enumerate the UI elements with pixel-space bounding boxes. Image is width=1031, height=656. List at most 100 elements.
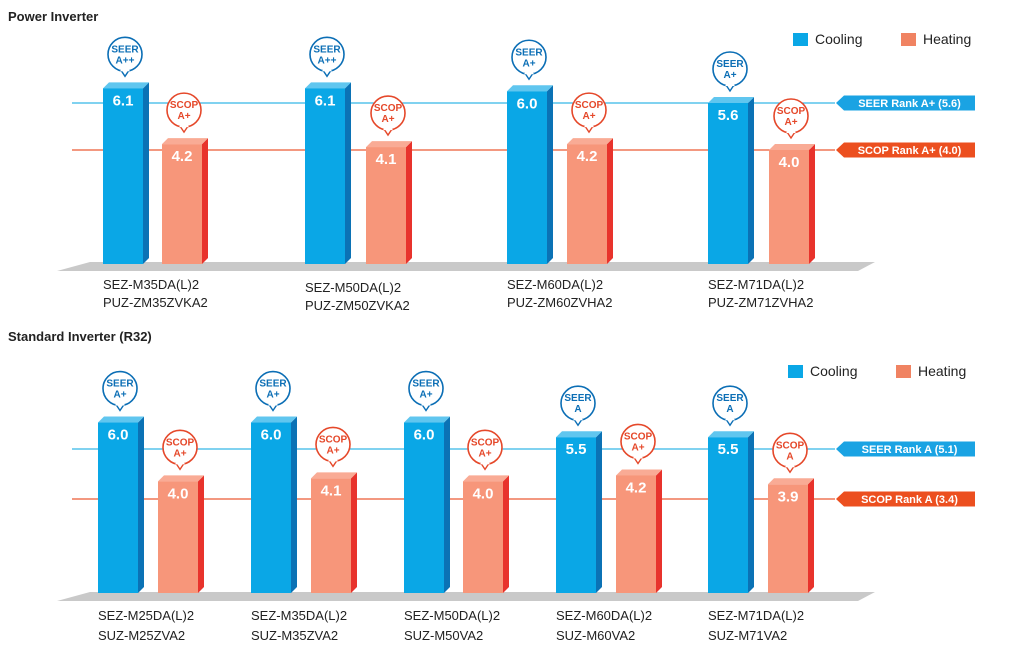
bar-side [547, 85, 553, 264]
rating-badge-label: SEER [564, 393, 592, 404]
heating-bar [768, 484, 808, 593]
cooling-bar [103, 88, 143, 264]
rating-badge-tail-mask [573, 417, 583, 421]
data-label: 6.0 [414, 427, 435, 444]
rating-badge-tail-mask [328, 458, 338, 462]
heating-legend-swatch [896, 365, 911, 378]
rating-badge-class: A+ [631, 442, 644, 453]
bar-side [291, 416, 297, 593]
rating-badge-label: SEER [106, 379, 134, 390]
reference-tag-label: SEER Rank A (5.1) [862, 444, 958, 456]
bar-top [162, 138, 208, 145]
bar-side [444, 416, 450, 593]
legend-label: Cooling [810, 363, 857, 379]
rating-badge-label: SCOP [170, 100, 199, 111]
data-label: 5.6 [718, 107, 739, 124]
heating-bar [463, 481, 503, 593]
category-label: SUZ-M50VA2 [404, 628, 483, 643]
bar-side [656, 469, 662, 593]
bar-side [406, 141, 412, 264]
category-label: SUZ-M60VA2 [556, 628, 635, 643]
bar-side [748, 97, 754, 264]
rating-badge-class: A [726, 404, 733, 415]
rating-badge-tail-mask [115, 402, 125, 406]
rating-badge-class: A+ [381, 114, 394, 125]
bar-top [311, 472, 357, 479]
category-label: SUZ-M35ZVA2 [251, 628, 338, 643]
bar-side [345, 82, 351, 264]
rating-badge-tail-mask [480, 461, 490, 465]
category-label: SEZ-M60DA(L)2 [507, 277, 603, 292]
category-label: PUZ-ZM50ZVKA2 [305, 298, 410, 313]
bar-top [98, 416, 144, 423]
bar-top [567, 138, 613, 145]
rating-badge-label: SEER [716, 59, 744, 70]
rating-badge-label: SCOP [777, 106, 806, 117]
heating-bar [311, 478, 351, 593]
bar-top [507, 85, 553, 92]
rating-badge-tail-mask [421, 402, 431, 406]
data-label: 4.0 [473, 485, 494, 502]
rating-badge-label: SEER [111, 44, 139, 55]
data-label: 4.1 [321, 482, 342, 499]
bar-top [463, 475, 509, 482]
data-label: 4.2 [172, 148, 193, 165]
bar-side [143, 82, 149, 264]
bar-top [158, 475, 204, 482]
bar-side [138, 416, 144, 593]
bar-side [596, 431, 602, 593]
category-label: SEZ-M25DA(L)2 [98, 608, 194, 623]
cooling-bar [708, 103, 748, 264]
heating-bar [567, 144, 607, 264]
category-label: SEZ-M35DA(L)2 [251, 608, 347, 623]
heating-bar [366, 147, 406, 264]
rating-badge-tail-mask [179, 124, 189, 128]
cooling-bar [708, 437, 748, 593]
rating-badge-tail-mask [175, 461, 185, 465]
bar-top [305, 82, 351, 89]
rating-badge-class: A+ [582, 111, 595, 122]
rating-badge-label: SCOP [776, 440, 805, 451]
rating-badge-label: SCOP [319, 434, 348, 445]
category-label: PUZ-ZM71ZVHA2 [708, 295, 813, 310]
bar-top [556, 431, 602, 438]
rating-badge-tail-mask [322, 68, 332, 72]
rating-badge-class: A++ [318, 55, 337, 66]
reference-tag-label: SCOP Rank A+ (4.0) [858, 145, 962, 157]
category-label: SUZ-M71VA2 [708, 628, 787, 643]
bar-top [708, 431, 754, 438]
data-label: 4.0 [779, 154, 800, 171]
data-label: 4.0 [168, 485, 189, 502]
category-label: SEZ-M50DA(L)2 [404, 608, 500, 623]
bar-side [202, 138, 208, 264]
bar-side [748, 431, 754, 593]
rating-badge-class: A+ [784, 117, 797, 128]
cooling-legend-swatch [793, 33, 808, 46]
rating-badge-label: SEER [515, 47, 543, 58]
rating-badge-class: A+ [522, 58, 535, 69]
rating-badge-class: A+ [177, 111, 190, 122]
bar-side [809, 144, 815, 264]
reference-tag [836, 441, 975, 457]
floor-plane [57, 592, 875, 601]
data-label: 4.1 [376, 151, 397, 168]
cooling-bar [305, 88, 345, 264]
data-label: 6.1 [315, 92, 336, 109]
rating-badge-tail-mask [584, 124, 594, 128]
category-label: SEZ-M71DA(L)2 [708, 608, 804, 623]
chart-title: Power Inverter [8, 9, 98, 24]
rating-badge-label: SCOP [374, 103, 403, 114]
rating-badge-label: SEER [716, 393, 744, 404]
data-label: 3.9 [778, 488, 799, 505]
reference-tag-label: SCOP Rank A (3.4) [861, 494, 958, 506]
bar-top [616, 469, 662, 476]
rating-badge-tail-mask [786, 130, 796, 133]
heating-bar [162, 144, 202, 264]
category-label: SEZ-M71DA(L)2 [708, 277, 804, 292]
data-label: 4.2 [577, 148, 598, 165]
cooling-bar [404, 422, 444, 593]
data-label: 6.1 [113, 92, 134, 109]
floor-plane [57, 262, 875, 271]
